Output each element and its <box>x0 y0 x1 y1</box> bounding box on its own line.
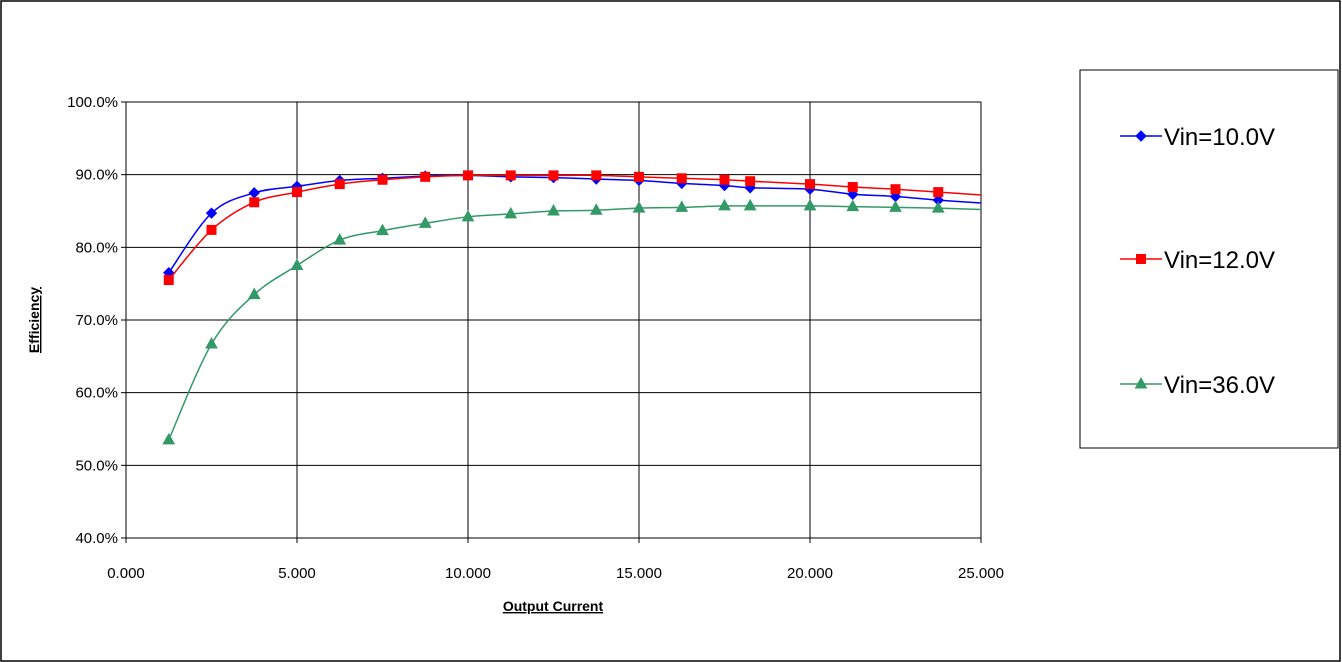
data-point <box>933 187 944 198</box>
y-axis-title: Efficiency <box>26 287 42 353</box>
data-point <box>591 170 602 181</box>
x-axis-title: Output Current <box>503 598 604 614</box>
data-point <box>719 174 730 185</box>
x-tick-label: 25.000 <box>958 565 1004 582</box>
data-point <box>504 206 518 219</box>
series-2 <box>163 170 982 286</box>
data-point <box>718 198 731 211</box>
data-point <box>461 209 475 222</box>
legend-label: Vin=12.0V <box>1164 247 1275 274</box>
series-group <box>162 169 982 445</box>
data-point <box>205 207 218 219</box>
data-point <box>889 200 902 212</box>
data-point <box>247 287 261 300</box>
legend-label: Vin=10.0V <box>1164 124 1275 151</box>
x-tick-label: 10.000 <box>445 565 491 582</box>
data-point <box>547 203 560 216</box>
x-tick-label: 5.000 <box>278 565 316 582</box>
legend-marker <box>1136 254 1146 264</box>
data-point <box>743 198 757 211</box>
data-point <box>163 275 174 286</box>
data-point <box>675 200 689 212</box>
x-tick-label: 0.000 <box>107 565 145 582</box>
legend-label: Vin=36.0V <box>1164 372 1275 399</box>
y-tick-label: 60.0% <box>75 385 118 402</box>
data-point <box>333 233 347 245</box>
tick-labels: 40.0% 50.0% 60.0% 70.0% 80.0% 90.0% 100.0% 0.00… <box>67 94 1004 582</box>
data-point <box>676 173 687 184</box>
data-point <box>890 184 901 195</box>
data-point <box>334 179 345 190</box>
y-tick-label: 40.0% <box>75 530 118 547</box>
legend-item: Vin=12.0V <box>1120 247 1275 274</box>
data-point <box>376 223 389 236</box>
axes <box>121 101 982 543</box>
data-point <box>805 179 815 190</box>
legend-item: Vin=36.0V <box>1120 372 1275 399</box>
data-point <box>634 171 644 182</box>
legend-marker <box>1135 130 1147 142</box>
data-point <box>847 182 858 193</box>
data-point <box>632 201 646 213</box>
data-point <box>548 170 559 181</box>
series-3 <box>162 198 982 445</box>
data-point <box>162 432 176 445</box>
data-point <box>745 176 756 187</box>
data-point <box>463 170 473 181</box>
data-point <box>377 174 388 185</box>
data-point <box>505 170 516 181</box>
data-point <box>803 198 817 211</box>
y-tick-label: 100.0% <box>67 94 118 111</box>
y-tick-label: 50.0% <box>75 457 118 474</box>
x-tick-label: 15.000 <box>616 565 662 582</box>
x-tick-label: 20.000 <box>787 565 833 582</box>
legend-marker <box>1134 376 1148 389</box>
data-point <box>420 171 431 182</box>
legend-item: Vin=10.0V <box>1120 124 1275 151</box>
data-point <box>206 224 217 235</box>
legend: Vin=10.0V Vin=12.0V Vin=36.0V <box>1120 124 1275 399</box>
data-point <box>205 336 218 349</box>
data-point <box>290 258 304 270</box>
data-point <box>249 197 260 208</box>
data-point <box>846 199 860 212</box>
y-tick-label: 70.0% <box>75 312 118 329</box>
y-tick-label: 80.0% <box>75 239 118 256</box>
data-point <box>589 203 603 215</box>
data-point <box>292 187 302 198</box>
y-tick-label: 90.0% <box>75 167 118 184</box>
data-point <box>931 201 945 213</box>
data-point <box>418 216 432 228</box>
